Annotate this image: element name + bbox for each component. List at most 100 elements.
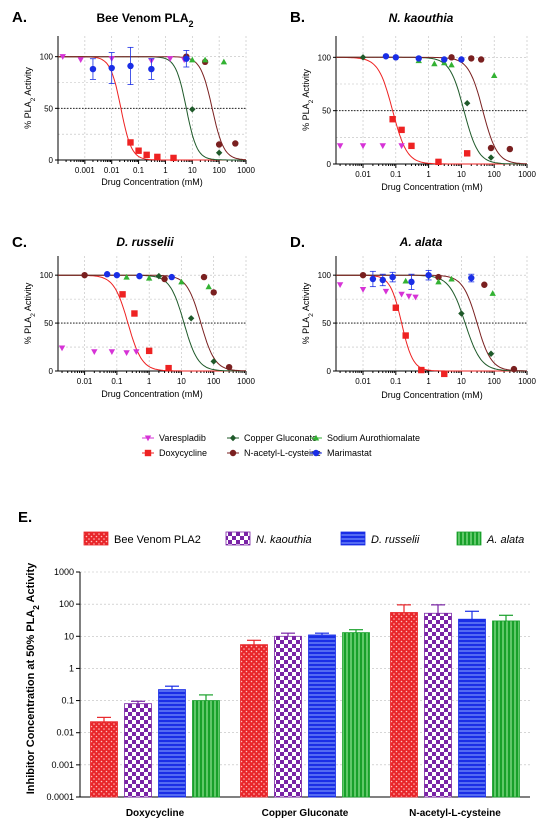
legend-label: Bee Venom PLA2 <box>114 534 201 546</box>
data-point <box>200 273 208 281</box>
y-tick-label: 0.001 <box>51 760 74 770</box>
y-axis-label: % PLA2 Activity <box>23 67 37 129</box>
data-point <box>58 345 66 352</box>
data-point <box>336 282 344 288</box>
data-point <box>412 294 419 301</box>
data-point <box>161 275 168 283</box>
bar <box>124 703 152 798</box>
data-point <box>133 349 140 356</box>
data-point <box>448 275 455 282</box>
data-point <box>166 56 174 62</box>
data-point <box>477 56 485 63</box>
bar <box>240 644 268 798</box>
data-point <box>145 274 153 281</box>
x-tick-label: 10 <box>188 166 197 175</box>
legend-label: Copper Gluconate <box>244 433 317 443</box>
y-axis-label: % PLA2 Activity <box>301 69 315 131</box>
data-point <box>405 293 413 300</box>
y-tick-label: 0.1 <box>61 696 74 706</box>
data-point <box>145 347 153 355</box>
panel-d: D. A. alata Drug Concentration (mM) 0.01… <box>290 234 536 400</box>
y-axis-label: Inhibitor Concentration at 50% PLA2 Acti… <box>25 562 41 794</box>
x-tick-label: 100 <box>207 377 221 386</box>
legend-label: N. kaouthia <box>256 534 312 546</box>
data-point <box>77 57 84 63</box>
x-tick-label: 1000 <box>237 377 255 386</box>
legend-marker <box>144 449 152 457</box>
data-point <box>131 310 138 317</box>
x-tick-label: 1000 <box>237 166 255 175</box>
data-point <box>415 55 422 62</box>
data-point <box>435 273 442 281</box>
x-tick-label: 0.01 <box>77 377 93 386</box>
x-tick-label: 10 <box>457 377 466 386</box>
data-point <box>143 151 150 159</box>
data-point <box>165 364 172 372</box>
data-point <box>108 64 115 72</box>
data-point <box>425 271 432 279</box>
data-point <box>487 144 495 152</box>
data-point <box>389 116 396 123</box>
data-point <box>392 304 400 311</box>
data-point <box>408 278 415 286</box>
data-point <box>91 349 98 356</box>
data-point <box>435 278 442 285</box>
data-point <box>119 291 126 298</box>
legend-label: N-acetyl-L-cysteine <box>244 448 321 458</box>
data-point <box>210 358 217 365</box>
data-point <box>123 273 130 280</box>
data-point <box>359 54 367 61</box>
data-point <box>108 349 116 356</box>
y-tick-label: 100 <box>318 271 332 280</box>
data-point <box>369 275 377 283</box>
panel-a-xlabel: Drug Concentration (mM) <box>101 177 203 187</box>
x-tick-label: 1 <box>163 166 168 175</box>
y-tick-label: 0 <box>49 156 54 165</box>
legend-swatch <box>340 531 366 546</box>
y-tick-label: 50 <box>44 319 53 328</box>
y-tick-label: 50 <box>44 104 53 113</box>
data-point <box>510 365 518 373</box>
data-point <box>458 56 465 63</box>
data-point <box>402 332 409 339</box>
bar <box>492 620 520 798</box>
data-point <box>382 53 390 60</box>
data-point <box>215 149 223 156</box>
panel-a: A. Bee Venom PLA2 Drug Concentration (mM… <box>12 9 255 187</box>
data-point <box>448 54 455 61</box>
legend-marker <box>229 449 237 457</box>
y-tick-label: 10 <box>64 631 74 641</box>
data-point <box>402 277 409 284</box>
y-tick-label: 100 <box>59 599 74 609</box>
panel-letter-c: C. <box>12 234 27 251</box>
data-point <box>359 143 367 150</box>
x-tick-label: 10 <box>177 377 186 386</box>
data-point <box>458 310 465 317</box>
x-tick-label: 0.01 <box>104 166 120 175</box>
data-point <box>491 72 498 79</box>
bar <box>390 612 418 798</box>
legend-swatch <box>225 531 251 546</box>
y-tick-label: 50 <box>322 319 331 328</box>
data-point <box>398 126 405 134</box>
data-point <box>359 286 367 293</box>
data-point <box>136 272 143 280</box>
y-tick-label: 50 <box>322 107 331 116</box>
panel-letter-a: A. <box>12 9 27 26</box>
legend-label: Sodium Aurothiomalate <box>327 433 420 443</box>
data-point <box>489 290 496 296</box>
data-point <box>398 291 405 298</box>
bar <box>308 634 336 798</box>
panel-letter-b: B. <box>290 9 305 26</box>
x-tick-label: 0.1 <box>390 170 402 179</box>
data-point <box>463 100 471 107</box>
panel-b-title: N. kaouthia <box>389 11 454 25</box>
y-axis-label: % PLA2 Activity <box>301 282 315 344</box>
data-point <box>148 65 155 73</box>
y-tick-label: 100 <box>40 271 54 280</box>
y-tick-label: 100 <box>318 53 332 62</box>
x-tick-label: 1 <box>147 377 152 386</box>
